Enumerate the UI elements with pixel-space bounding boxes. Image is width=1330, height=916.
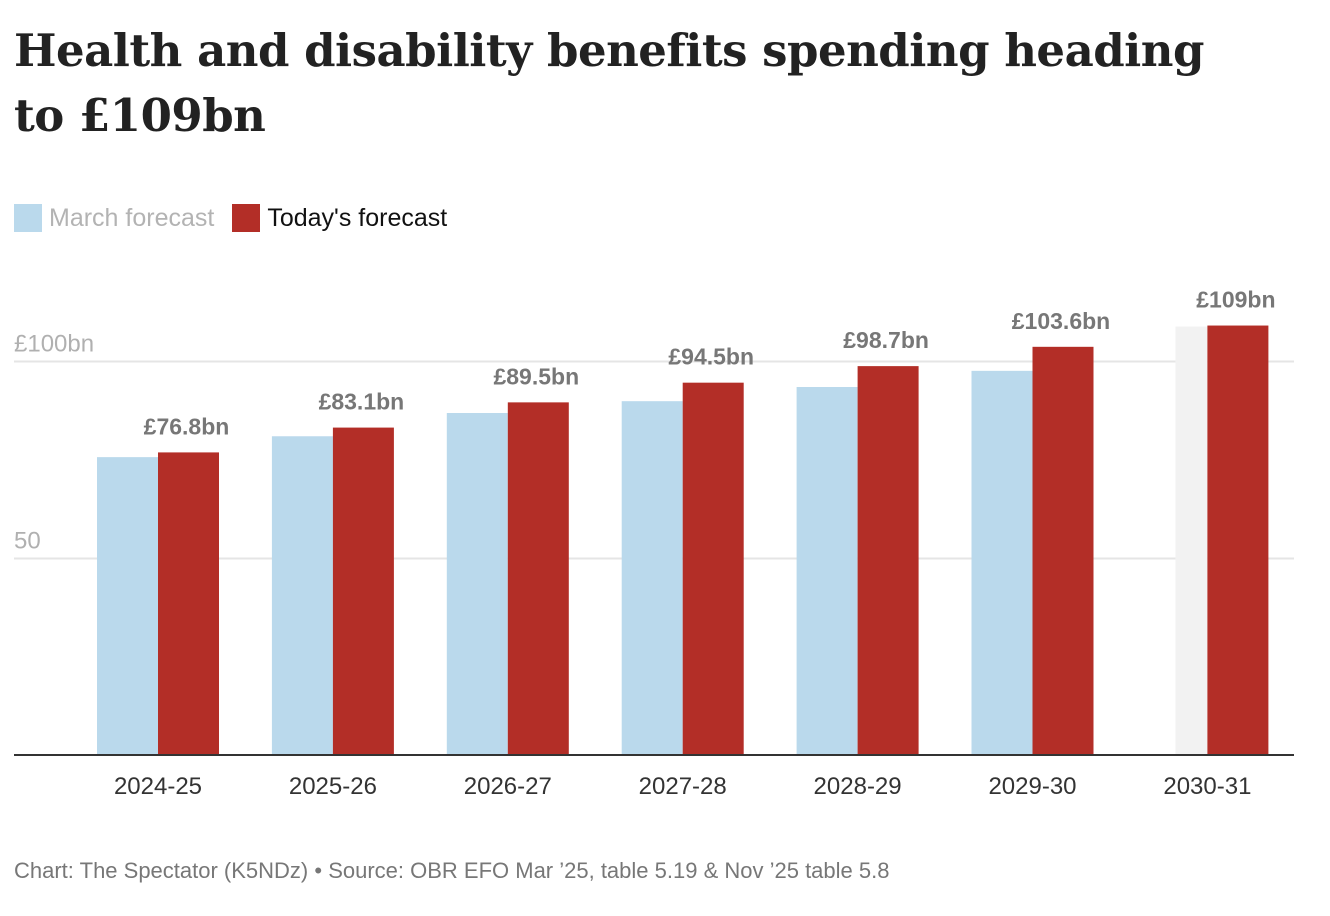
- legend-label-today: Today's forecast: [267, 203, 448, 232]
- bar-march-2025-26[interactable]: [271, 436, 333, 755]
- value-labels: £76.8bn £83.1bn £89.5bn £94.5bn £98.7bn £103.…: [144, 287, 1276, 440]
- bar-today-2025-26[interactable]: [332, 427, 394, 755]
- bar-today-2029-30[interactable]: [1032, 346, 1094, 755]
- y-tick-label: 50: [14, 528, 41, 555]
- data-label-2027-28: £94.5bn: [668, 344, 754, 370]
- legend-swatch-today: [232, 204, 261, 232]
- bar-today-2027-28[interactable]: [682, 382, 744, 755]
- bar-today-2024-25[interactable]: [158, 452, 219, 755]
- data-label-2029-30: £103.6bn: [1012, 308, 1110, 334]
- x-tick-label-2030-31: 2030-31: [1163, 773, 1251, 800]
- legend-label-march: March forecast: [49, 203, 215, 232]
- x-tick-label-2025-26: 2025-26: [289, 773, 377, 800]
- highlight-band: [1175, 326, 1208, 755]
- data-label-2026-27: £89.5bn: [493, 363, 579, 389]
- data-label-2028-29: £98.7bn: [843, 327, 929, 353]
- bar-march-2027-28[interactable]: [621, 401, 683, 755]
- chart-footer-source: Chart: The Spectator (K5NDz) • Source: O…: [14, 858, 890, 883]
- bar-march-2028-29[interactable]: [796, 387, 858, 755]
- bars: [97, 325, 1269, 755]
- legend-item-march[interactable]: March forecast: [14, 204, 214, 233]
- bar-today-2028-29[interactable]: [857, 366, 919, 755]
- x-tick-label-2024-25: 2024-25: [114, 773, 202, 800]
- data-label-2030-31: £109bn: [1196, 287, 1275, 313]
- y-tick-label: £100bn: [14, 331, 94, 358]
- legend: March forecast Today's forecast: [14, 203, 465, 233]
- bar-march-2024-25[interactable]: [97, 457, 158, 755]
- x-tick-label-2029-30: 2029-30: [988, 773, 1076, 800]
- highlight-layer: [1175, 326, 1208, 755]
- chart-title: Health and disability benefits spending …: [14, 24, 1204, 142]
- legend-item-today[interactable]: Today's forecast: [232, 204, 447, 233]
- x-tick-label-2028-29: 2028-29: [814, 773, 902, 800]
- bar-march-2029-30[interactable]: [971, 370, 1033, 755]
- legend-swatch-march: [14, 204, 42, 232]
- x-tick-label-2026-27: 2026-27: [464, 773, 552, 800]
- bar-today-2026-27[interactable]: [507, 402, 569, 755]
- bar-today-2030-31[interactable]: [1207, 325, 1269, 755]
- data-label-2025-26: £83.1bn: [319, 389, 405, 415]
- axes: 2024-25 2025-26 2026-27 2027-28 2028-29 2029-…: [14, 754, 1294, 800]
- bar-march-2026-27[interactable]: [446, 413, 508, 755]
- x-tick-label-2027-28: 2027-28: [639, 773, 727, 800]
- data-label-2024-25: £76.8bn: [144, 413, 230, 439]
